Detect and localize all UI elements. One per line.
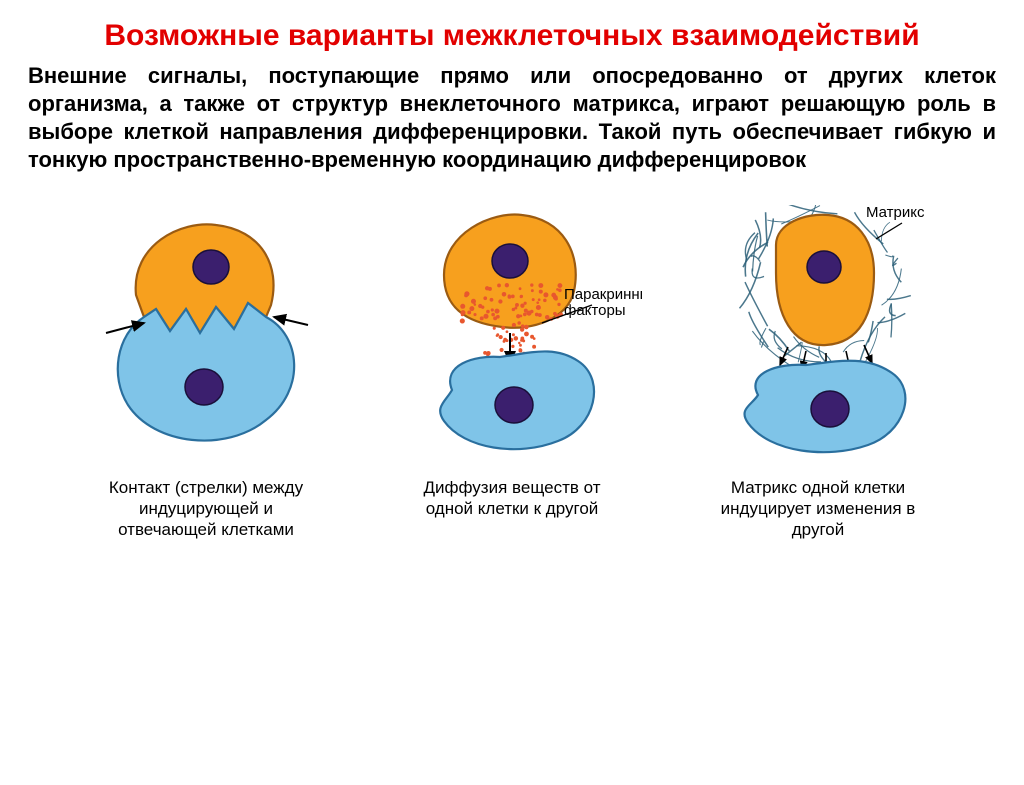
page-title: Возможные варианты межклеточных взаимоде… [60,18,964,54]
matrix-diagram: Матрикс [688,205,948,465]
body-paragraph: Внешние сигналы, поступающие прямо или о… [28,62,996,175]
arrow-right [274,317,308,325]
panel-diffusion: Паракринные факторы Диффузия веществ от … [372,205,652,520]
caption-matrix: Матрикс одной клетки индуцирует изменени… [708,477,928,541]
bottom-nucleus [811,391,849,427]
bottom-nucleus [495,387,533,423]
panel-contact: Контакт (стрелки) между индуцирующей и о… [66,205,346,541]
matrix-leader [876,223,902,239]
panel-matrix: Матрикс Матрикс одной клетки индуцирует … [678,205,958,541]
bottom-nucleus [185,369,223,405]
top-nucleus [193,250,229,284]
diagram-row: Контакт (стрелки) между индуцирующей и о… [0,205,1024,541]
caption-contact: Контакт (стрелки) между индуцирующей и о… [96,477,316,541]
diffusion-diagram: Паракринные факторы [382,205,642,465]
paracrine-label: Паракринные факторы [564,286,642,319]
top-nucleus [807,251,841,283]
matrix-label: Матрикс [866,205,925,221]
top-nucleus [492,244,528,278]
caption-diffusion: Диффузия веществ от одной клетки к друго… [402,477,622,520]
contact-diagram [76,205,336,465]
